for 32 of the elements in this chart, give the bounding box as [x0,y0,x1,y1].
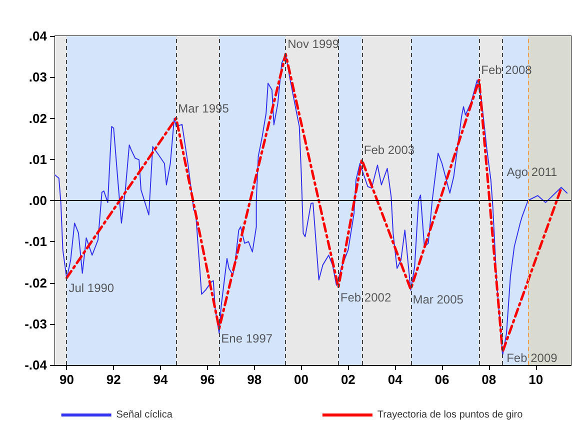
y-tick-label: .00 [28,193,47,208]
annotation: Mar 1995 [178,101,230,116]
x-tick-label: 04 [388,372,404,387]
x-tick-label: 08 [482,372,496,387]
x-tick-label: 96 [200,372,215,387]
legend-label: Trayectoria de los puntos de giro [377,410,524,420]
x-tick-label: 10 [528,372,544,387]
annotation: Feb 2002 [340,290,392,304]
x-tick-label: 02 [340,372,356,387]
x-tick-label: 94 [153,372,169,387]
annotation: Nov 1999 [288,37,340,52]
x-tick-label: 92 [106,372,121,387]
annotation: Ago 2011 [506,165,558,180]
annotation: Jul 1990 [68,280,114,295]
y-tick-label: .02 [28,110,47,126]
y-tick-label: -.02 [24,275,47,290]
x-tick-label: 06 [434,372,450,387]
annotation: Feb 2003 [364,142,415,157]
x-tick-label: 90 [59,372,74,387]
annotation: Mar 2005 [412,292,464,306]
y-tick-label: .01 [28,152,47,167]
legend-label: Señal cíclica [116,410,173,420]
x-tick-label: 00 [294,372,309,387]
annotation: Ene 1997 [221,331,273,346]
x-tick-label: 98 [247,372,262,387]
y-tick-label: -.04 [24,358,48,372]
y-tick-label: -.01 [24,234,47,250]
y-tick-label: .03 [28,70,47,85]
annotation: Feb 2009 [506,350,558,365]
y-tick-label: .04 [28,28,48,44]
annotation: Feb 2008 [481,63,532,78]
y-tick-label: -.03 [24,316,47,332]
